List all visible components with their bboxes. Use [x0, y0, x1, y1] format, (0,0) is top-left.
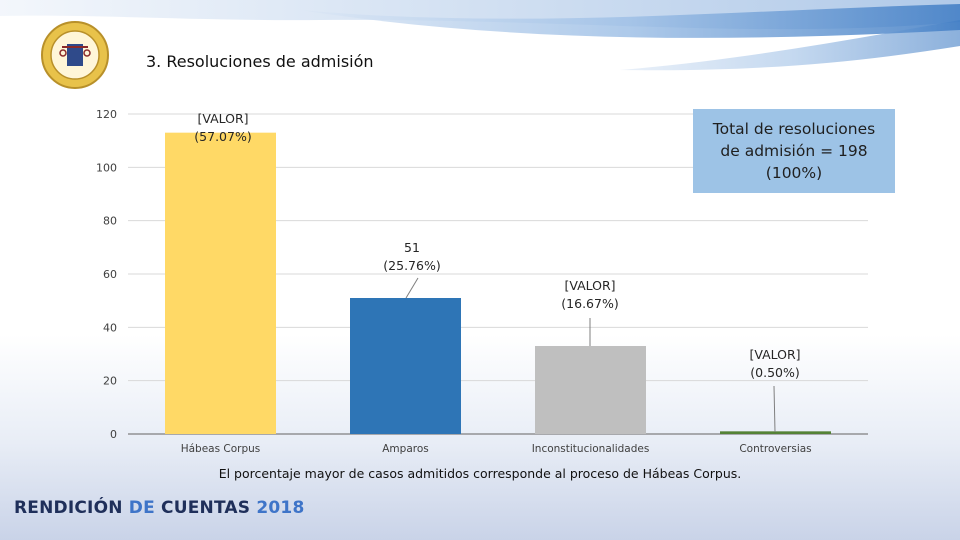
bar-3 [535, 346, 646, 434]
data-label: [VALOR] [197, 111, 248, 126]
bar-4 [720, 431, 831, 434]
y-tick-label: 40 [103, 321, 117, 334]
footer-word-4: 2018 [256, 498, 305, 518]
footer-word-1: RENDICIÓN [14, 498, 123, 518]
data-label: (16.67%) [561, 296, 618, 311]
data-label: [VALOR] [564, 278, 615, 293]
y-tick-label: 100 [96, 161, 117, 174]
y-tick-label: 120 [96, 108, 117, 121]
data-label-leader [405, 277, 419, 299]
total-box: Total de resoluciones de admisión = 198 … [693, 109, 895, 193]
data-label: 51 [404, 240, 420, 255]
footer-title: RENDICIÓN DE CUENTAS 2018 [14, 498, 304, 518]
data-label: (0.50%) [750, 365, 799, 380]
chart-caption: El porcentaje mayor de casos admitidos c… [218, 466, 742, 481]
y-tick-label: 80 [103, 215, 117, 228]
total-line-3: (100%) [765, 164, 823, 182]
data-label-leader [773, 385, 776, 433]
slide-title: 3. Resoluciones de admisión [146, 52, 374, 71]
x-tick-label: Hábeas Corpus [181, 443, 261, 455]
total-line-2: de admisión = 198 [720, 142, 868, 160]
data-label: (57.07%) [194, 129, 251, 144]
y-tick-label: 0 [110, 428, 117, 441]
bar-1 [165, 132, 276, 434]
court-seal-logo [41, 21, 109, 89]
bar-2 [350, 298, 461, 434]
data-label: [VALOR] [749, 347, 800, 362]
y-tick-label: 60 [103, 268, 117, 281]
data-label: (25.76%) [383, 258, 440, 273]
total-line-1: Total de resoluciones [712, 120, 876, 138]
x-tick-label: Amparos [382, 443, 429, 455]
header-swoosh [0, 0, 960, 71]
footer-word-2: DE [128, 498, 155, 518]
x-tick-label: Inconstitucionalidades [532, 443, 650, 455]
footer-word-3: CUENTAS [161, 498, 251, 518]
y-tick-label: 20 [103, 375, 117, 388]
x-tick-label: Controversias [739, 443, 811, 455]
